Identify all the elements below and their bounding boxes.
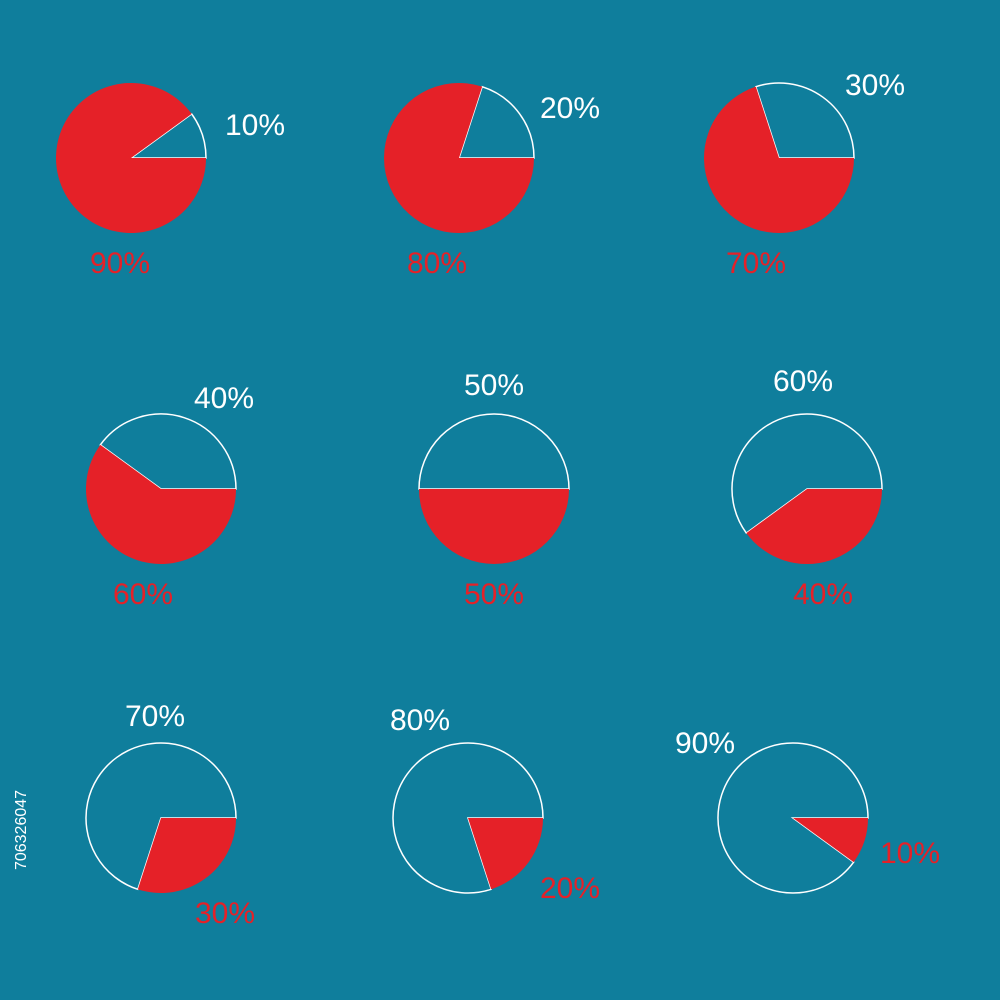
slice-label: 90% <box>90 247 150 280</box>
slice-label: 70% <box>726 247 786 280</box>
slice-label: 80% <box>407 247 467 280</box>
slice-label: 90% <box>675 727 735 760</box>
pie-slice <box>717 742 869 894</box>
pie-slice <box>468 818 543 890</box>
pie-slice <box>99 413 237 490</box>
slice-label: 50% <box>464 369 524 402</box>
pie-slice <box>704 86 854 233</box>
pie-slice <box>384 83 534 234</box>
pie-slice <box>56 83 207 233</box>
pie-slice <box>392 742 544 894</box>
image-id: 706326047 <box>13 790 30 870</box>
pie-slice <box>85 444 237 565</box>
slice-label: 10% <box>880 837 940 870</box>
pie-slice <box>746 489 882 564</box>
slice-label: 70% <box>125 700 185 733</box>
slice-label: 60% <box>113 578 173 611</box>
pie-slice <box>457 85 535 159</box>
slice-label: 20% <box>540 872 600 905</box>
pie-slice <box>418 413 570 490</box>
slice-label: 40% <box>793 578 853 611</box>
slice-label: 40% <box>194 382 254 415</box>
slice-label: 20% <box>540 92 600 125</box>
slice-label: 30% <box>195 897 255 930</box>
pie-slice <box>793 818 868 863</box>
pie-slice <box>754 82 855 159</box>
pie-slice <box>731 413 883 535</box>
slice-label: 30% <box>845 69 905 102</box>
slice-label: 60% <box>773 365 833 398</box>
slice-label: 10% <box>225 109 285 142</box>
slice-label: 80% <box>390 704 450 737</box>
pie-slice <box>419 489 569 564</box>
pie-slice <box>128 112 207 159</box>
pie-slice <box>137 818 236 893</box>
pie-slice <box>85 742 237 891</box>
slice-label: 50% <box>464 578 524 611</box>
